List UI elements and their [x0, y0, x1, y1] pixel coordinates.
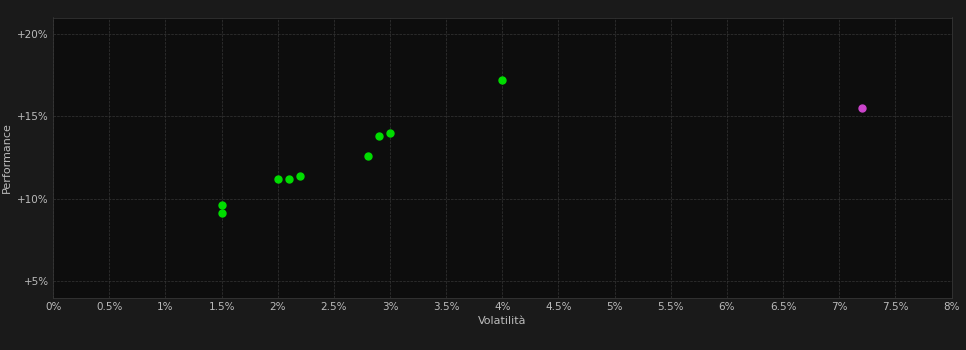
Point: [270, 176, 286, 182]
Point: [213, 202, 229, 208]
Point: [383, 130, 398, 135]
X-axis label: Volatilità: Volatilità: [478, 316, 526, 326]
Point: [371, 133, 386, 139]
Point: [293, 173, 308, 178]
Point: [495, 77, 510, 83]
Y-axis label: Performance: Performance: [2, 122, 12, 193]
Point: [281, 176, 297, 182]
Point: [359, 153, 375, 159]
Point: [213, 211, 229, 216]
Point: [854, 105, 869, 111]
